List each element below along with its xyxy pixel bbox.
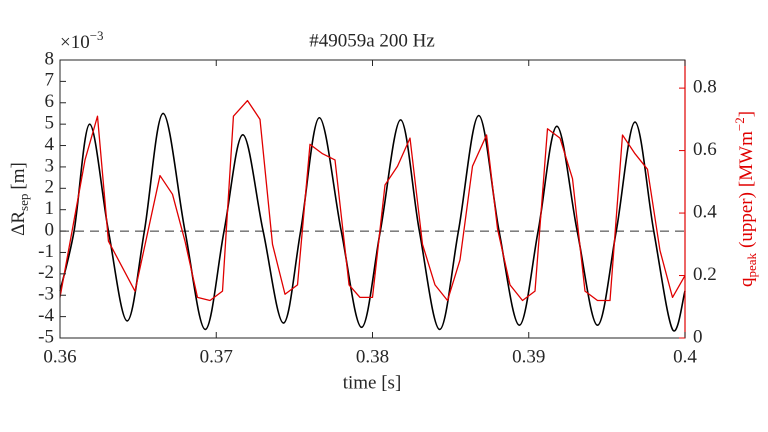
y-tick-label: 3 [45,155,55,176]
y-axis-label: ΔRsep[m] [8,162,31,236]
x-tick-label: 0.37 [200,346,233,367]
y-tick-label: -2 [38,262,54,283]
y-tick-label: 2 [45,177,55,198]
y-tick-label: 1 [45,198,55,219]
y-tick-label: 0 [45,219,55,240]
y2-tick-label: 0.4 [693,201,717,222]
y-tick-label: -1 [38,241,54,262]
y2-axis-label: qpeak(upper)[MWm−2] [732,111,759,287]
y2-tick-label: 0.8 [693,76,717,97]
y-tick-label: 7 [45,70,55,91]
y-tick-label: -3 [38,284,54,305]
x-tick-label: 0.38 [356,346,389,367]
x-tick-label: 0.39 [512,346,545,367]
y2-tick-label: 0.6 [693,139,717,160]
x-axis-label: time [s] [343,372,402,393]
y-tick-label: 5 [45,113,55,134]
x-tick-label: 0.36 [43,346,76,367]
x-tick-label: 0.4 [673,346,697,367]
y-tick-label: -4 [38,305,54,326]
y-tick-label: 8 [45,48,55,69]
y2-tick-label: 0 [693,326,703,347]
series-line [59,99,686,302]
chart-title: #49059a 200 Hz [309,30,435,51]
y-tick-label: -5 [38,326,54,347]
series-line [59,112,686,332]
y-tick-label: 4 [45,134,55,155]
y-tick-label: 6 [45,91,55,112]
y2-tick-label: 0.2 [693,264,717,285]
y-multiplier: ×10−3 [60,28,104,53]
